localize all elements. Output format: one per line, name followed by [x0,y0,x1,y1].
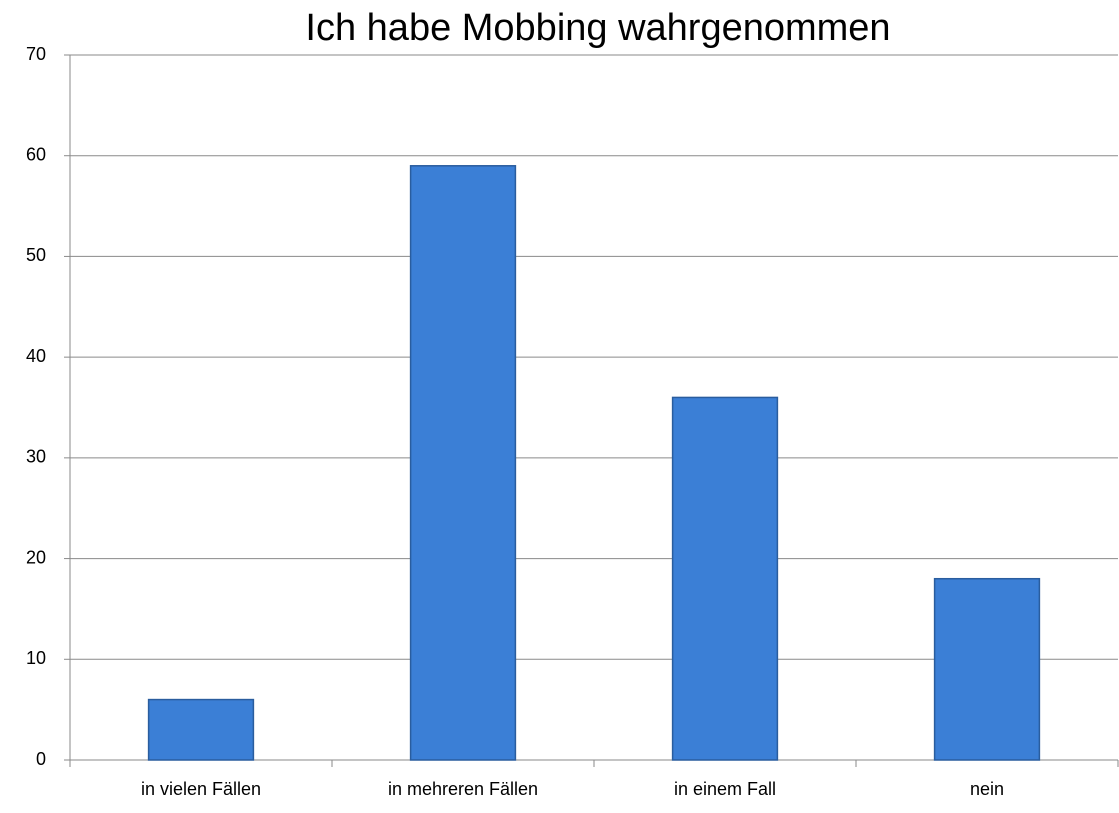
bar [671,396,779,761]
y-tick-label: 70 [26,44,46,64]
x-tick-label: in vielen Fällen [141,779,261,799]
y-tick-label: 10 [26,648,46,668]
y-tick-label: 40 [26,346,46,366]
y-tick-label: 50 [26,245,46,265]
bar [933,577,1041,761]
y-tick-label: 20 [26,547,46,567]
x-tick-label: nein [970,779,1004,799]
bar [147,698,255,761]
x-tick-label: in mehreren Fällen [388,779,538,799]
y-tick-label: 30 [26,447,46,467]
y-tick-label: 0 [36,749,46,769]
chart-title: Ich habe Mobbing wahrgenommen [305,7,890,49]
y-tick-label: 60 [26,144,46,164]
bar [409,165,517,761]
x-tick-label: in einem Fall [674,779,776,799]
